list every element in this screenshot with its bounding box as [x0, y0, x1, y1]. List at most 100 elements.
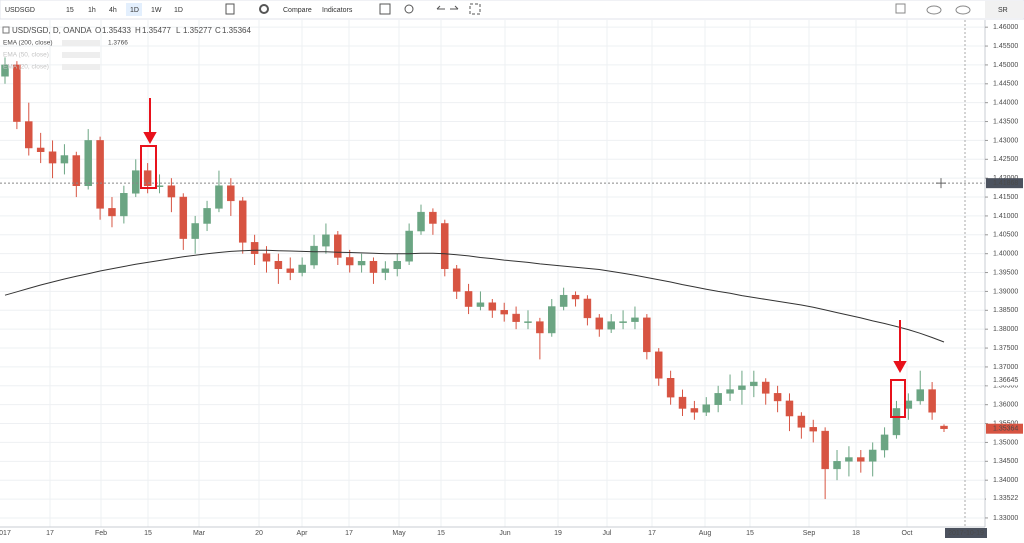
- interval-button[interactable]: 4h: [109, 7, 117, 14]
- candle-body: [72, 155, 81, 186]
- collapse-icon[interactable]: [2, 26, 10, 34]
- candle-body: [25, 121, 33, 149]
- ohlc-value: 1.35477: [142, 26, 171, 35]
- y-tick-label: 1.42500: [993, 156, 1018, 163]
- candle-body: [393, 260, 401, 270]
- arrow-head: [893, 361, 907, 374]
- ohlc-value: 1.35277: [183, 26, 212, 35]
- y-tick-label: 1.46000: [993, 24, 1018, 31]
- account-button[interactable]: SR: [998, 7, 1008, 14]
- grid: [0, 20, 985, 527]
- last-price: 1.35364: [993, 426, 1018, 433]
- interval-button[interactable]: 1h: [88, 7, 96, 14]
- undo-redo[interactable]: [436, 5, 459, 10]
- y-tick-label: 1.44000: [993, 100, 1018, 107]
- candle-body: [143, 170, 152, 186]
- x-tick-label: May: [392, 530, 406, 537]
- candle-body: [155, 185, 164, 187]
- interval-button[interactable]: 15: [66, 7, 74, 14]
- arrow-head: [143, 132, 157, 145]
- study-label: EMA (20, close): [3, 64, 49, 71]
- ohlc-label: L: [176, 26, 181, 35]
- y-tick-label: 1.34500: [993, 458, 1018, 465]
- candle-body: [678, 396, 687, 409]
- candle-body: [619, 321, 627, 323]
- candle-body: [654, 351, 663, 379]
- interval-active-bg: [126, 3, 142, 16]
- y-tick-label: 1.39500: [993, 269, 1018, 276]
- ohlc-value: 1.35433: [102, 26, 131, 35]
- interval-button[interactable]: 1D: [130, 7, 139, 14]
- plot: [0, 20, 985, 527]
- candle-body: [940, 425, 948, 429]
- candle-body: [429, 211, 437, 224]
- candle-body: [845, 457, 853, 462]
- y-tick-label: 1.45000: [993, 62, 1018, 69]
- cloud-load[interactable]: [955, 5, 971, 15]
- ema-line: [4, 249, 945, 343]
- settings-button[interactable]: [259, 4, 269, 14]
- candle-body: [548, 306, 556, 334]
- fullscreen-button[interactable]: [469, 3, 481, 15]
- candle-body: [773, 393, 782, 402]
- x-tick-label: 17: [648, 530, 656, 537]
- study-buttons[interactable]: [62, 40, 100, 46]
- candle-body: [702, 404, 711, 413]
- candle-body: [536, 321, 544, 334]
- candle-body: [334, 234, 342, 258]
- layout-button[interactable]: [895, 3, 906, 14]
- interval-button[interactable]: 1D: [174, 7, 183, 14]
- x-tick-label: Jun: [499, 530, 510, 537]
- candle-body: [179, 196, 188, 239]
- x-tick-label: 17: [345, 530, 353, 537]
- cloud-save[interactable]: [926, 5, 942, 15]
- y-tick-label: 1.37000: [993, 364, 1018, 371]
- interval-button[interactable]: 1W: [151, 7, 162, 14]
- chart-type-button[interactable]: [225, 3, 235, 15]
- x-tick-label: Jul: [603, 530, 612, 537]
- study-buttons[interactable]: [62, 52, 100, 58]
- candle-body: [417, 211, 425, 232]
- candle-body: [666, 378, 675, 398]
- x-tick-label: 017: [0, 530, 11, 537]
- compare-button[interactable]: Compare: [283, 7, 312, 14]
- candle-body: [120, 193, 128, 217]
- candle-body: [809, 427, 818, 432]
- y-tick-label: 1.35000: [993, 439, 1018, 446]
- idea-button[interactable]: [404, 4, 414, 14]
- study-label: EMA (200, close): [3, 40, 53, 47]
- x-tick-label: Feb: [95, 530, 107, 537]
- toolbar-bg: [0, 0, 1024, 20]
- x-tick-label: Sep: [803, 530, 816, 537]
- indicators-button[interactable]: Indicators: [322, 7, 353, 14]
- x-tick-label: 19: [554, 530, 562, 537]
- candle-body: [583, 298, 592, 319]
- x-tick-label: 17: [46, 530, 54, 537]
- candle-body: [761, 381, 770, 394]
- study-buttons[interactable]: [62, 64, 100, 70]
- candle-body: [785, 400, 794, 417]
- candle-body: [215, 185, 223, 209]
- candle-body: [643, 317, 651, 353]
- y-tick-label: 1.43500: [993, 118, 1018, 125]
- alert-button[interactable]: [379, 3, 391, 15]
- candle-body: [750, 381, 758, 387]
- candle-body: [868, 449, 877, 462]
- candle-body: [857, 457, 865, 462]
- symbol-input[interactable]: USDSGD: [5, 7, 35, 14]
- candle-body: [821, 430, 829, 470]
- candle-body: [131, 170, 140, 194]
- last-price-bg: [986, 423, 1023, 434]
- highlight-box: [140, 145, 157, 189]
- crosshair-date: 2017-10-19: [948, 530, 984, 537]
- y-tick-label: 1.38500: [993, 307, 1018, 314]
- candle-body: [108, 208, 116, 217]
- x-tick-label: 18: [852, 530, 860, 537]
- x-tick-label: 20: [255, 530, 263, 537]
- candle-body: [880, 434, 889, 451]
- toolbar: USDSGD 15 1h 4h 1D 1W 1D Compare Indicators S…: [0, 0, 1024, 20]
- legend: USD/SGD, D, OANDA O 1.35433 H 1.35477 L …: [2, 26, 251, 71]
- price-axis: [985, 20, 1024, 527]
- y-tick-label: 1.40000: [993, 251, 1018, 258]
